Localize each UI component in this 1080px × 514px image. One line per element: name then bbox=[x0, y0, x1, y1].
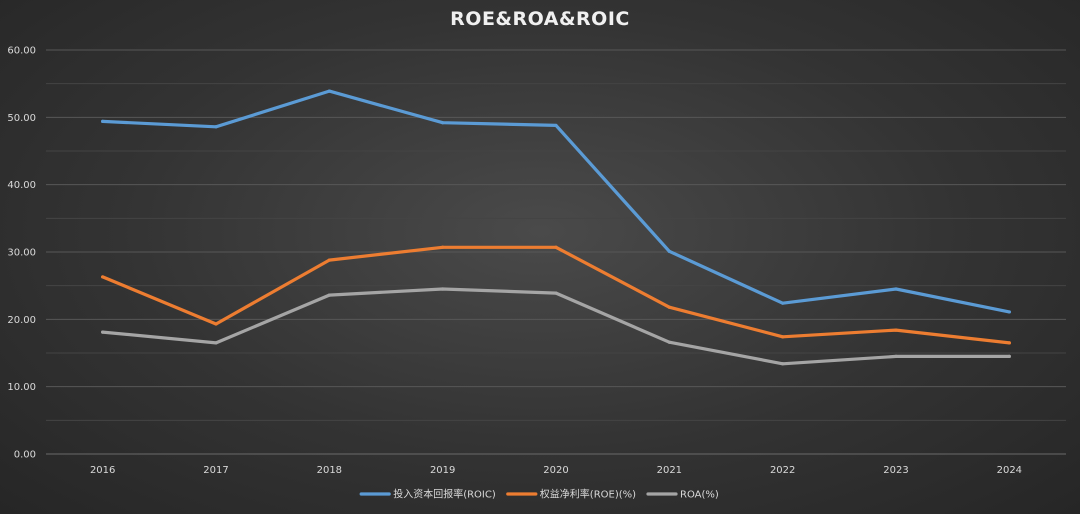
data-point bbox=[441, 245, 445, 249]
legend-label: 投入资本回报率(ROIC) bbox=[393, 488, 496, 501]
data-point bbox=[781, 301, 785, 305]
x-tick-label: 2017 bbox=[203, 465, 228, 476]
series-line bbox=[101, 245, 1011, 345]
data-point bbox=[554, 245, 558, 249]
data-point bbox=[101, 330, 105, 334]
data-point bbox=[327, 258, 331, 262]
data-point bbox=[554, 291, 558, 295]
y-tick-label: 40.00 bbox=[7, 180, 36, 191]
data-point bbox=[894, 328, 898, 332]
data-point bbox=[101, 275, 105, 279]
data-point bbox=[667, 340, 671, 344]
data-point bbox=[1007, 354, 1011, 358]
x-tick-label: 2022 bbox=[770, 465, 795, 476]
x-tick-label: 2021 bbox=[657, 465, 682, 476]
data-point bbox=[554, 123, 558, 128]
legend-label: 权益净利率(ROE)(%) bbox=[540, 488, 636, 501]
y-tick-label: 50.00 bbox=[7, 113, 36, 124]
x-tick-label: 2016 bbox=[90, 465, 115, 476]
data-point bbox=[214, 125, 218, 129]
legend-item: ROA(%) bbox=[646, 490, 719, 501]
data-point bbox=[441, 121, 445, 125]
legend-label: ROA(%) bbox=[680, 490, 719, 501]
y-tick-label: 20.00 bbox=[7, 315, 36, 326]
x-tick-label: 2024 bbox=[997, 465, 1022, 476]
data-point bbox=[781, 335, 785, 339]
data-point bbox=[214, 341, 218, 345]
data-point bbox=[214, 322, 218, 326]
legend-item: 投入资本回报率(ROIC) bbox=[359, 488, 496, 501]
legend-item: 权益净利率(ROE)(%) bbox=[506, 488, 636, 501]
x-tick-label: 2019 bbox=[430, 465, 455, 476]
data-point bbox=[441, 287, 445, 291]
chart-title: ROE&ROA&ROIC bbox=[450, 8, 630, 30]
x-tick-label: 2020 bbox=[543, 465, 568, 476]
data-point bbox=[327, 293, 331, 297]
data-point bbox=[894, 354, 898, 358]
data-point bbox=[667, 305, 671, 309]
data-point bbox=[667, 249, 671, 253]
x-tick-label: 2023 bbox=[883, 465, 908, 476]
data-point bbox=[781, 362, 785, 366]
y-tick-label: 10.00 bbox=[7, 382, 36, 393]
legend: 投入资本回报率(ROIC) 权益净利率(ROE)(%) ROA(%) bbox=[359, 488, 719, 501]
data-point bbox=[1007, 341, 1011, 345]
y-tick-label: 60.00 bbox=[7, 46, 36, 57]
y-tick-label: 30.00 bbox=[7, 248, 36, 259]
data-point bbox=[327, 89, 331, 93]
data-point bbox=[1007, 310, 1011, 314]
data-point bbox=[101, 119, 105, 123]
x-tick-label: 2018 bbox=[317, 465, 342, 476]
y-tick-label: 0.00 bbox=[14, 450, 36, 461]
data-point bbox=[894, 287, 898, 291]
